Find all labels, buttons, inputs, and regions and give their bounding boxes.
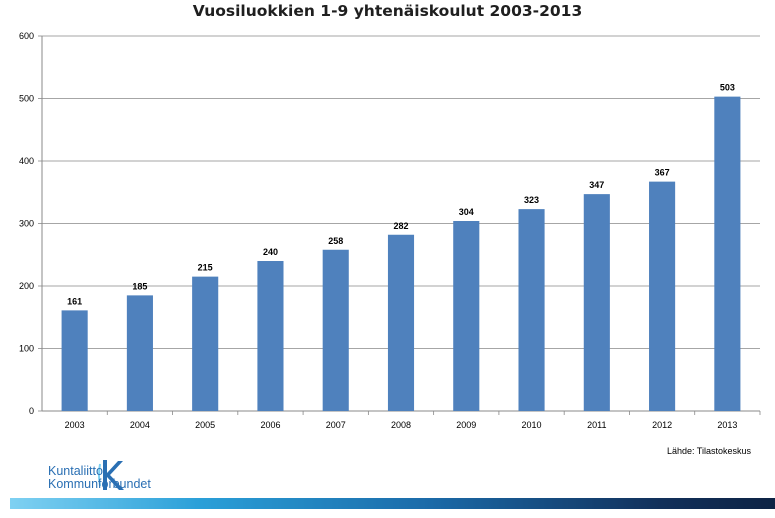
logo-text: Kuntaliitto Kommunförbundet	[48, 465, 151, 491]
data-label: 503	[720, 83, 735, 93]
data-label: 304	[459, 207, 474, 217]
bar	[583, 194, 610, 411]
data-label: 367	[655, 168, 670, 178]
kuntaliitto-logo-icon	[98, 460, 124, 490]
chart-title: Vuosiluokkien 1-9 yhtenäiskoulut 2003-20…	[192, 2, 583, 20]
y-tick-label: 200	[19, 281, 34, 291]
data-label: 323	[524, 195, 539, 205]
data-label: 347	[589, 180, 604, 190]
x-tick-label: 2006	[260, 420, 280, 430]
bar-chart: 0 100 200 300 400 500 600 161 2003 185 2004 215 2005…	[19, 31, 761, 430]
x-tick-label: 2013	[717, 420, 737, 430]
x-tick-label: 2012	[652, 420, 672, 430]
footer-gradient-bar	[10, 498, 775, 509]
logo-line-1: Kuntaliitto	[48, 464, 103, 478]
x-tick-label: 2010	[522, 420, 542, 430]
bar	[257, 261, 284, 411]
x-tick-label: 2007	[326, 420, 346, 430]
y-tick-label: 0	[29, 406, 34, 416]
bar	[322, 249, 349, 411]
data-label: 240	[263, 247, 278, 257]
data-label: 215	[198, 263, 213, 273]
bar	[387, 234, 415, 411]
bar	[714, 96, 741, 411]
x-tick-label: 2009	[456, 420, 476, 430]
bar	[453, 221, 480, 411]
y-tick-label: 100	[19, 344, 34, 354]
x-tick-label: 2005	[195, 420, 215, 430]
x-tick-label: 2003	[65, 420, 85, 430]
y-tick-label: 600	[19, 31, 34, 41]
bar	[192, 276, 219, 411]
bar	[518, 209, 545, 411]
y-tick-label: 500	[19, 94, 34, 104]
bar	[126, 295, 153, 411]
bar	[649, 181, 676, 411]
x-tick-label: 2011	[587, 420, 606, 430]
data-label: 185	[132, 281, 147, 291]
y-tick-label: 300	[19, 219, 34, 229]
x-tick-label: 2004	[130, 420, 150, 430]
x-tick-label: 2008	[391, 420, 411, 430]
bar	[61, 310, 88, 411]
source-note: Lähde: Tilastokeskus	[666, 446, 751, 456]
y-tick-label: 400	[19, 156, 34, 166]
logo-line-2: Kommunförbundet	[48, 477, 151, 491]
data-label: 282	[393, 221, 408, 231]
data-label: 161	[67, 296, 82, 306]
data-label: 258	[328, 236, 343, 246]
